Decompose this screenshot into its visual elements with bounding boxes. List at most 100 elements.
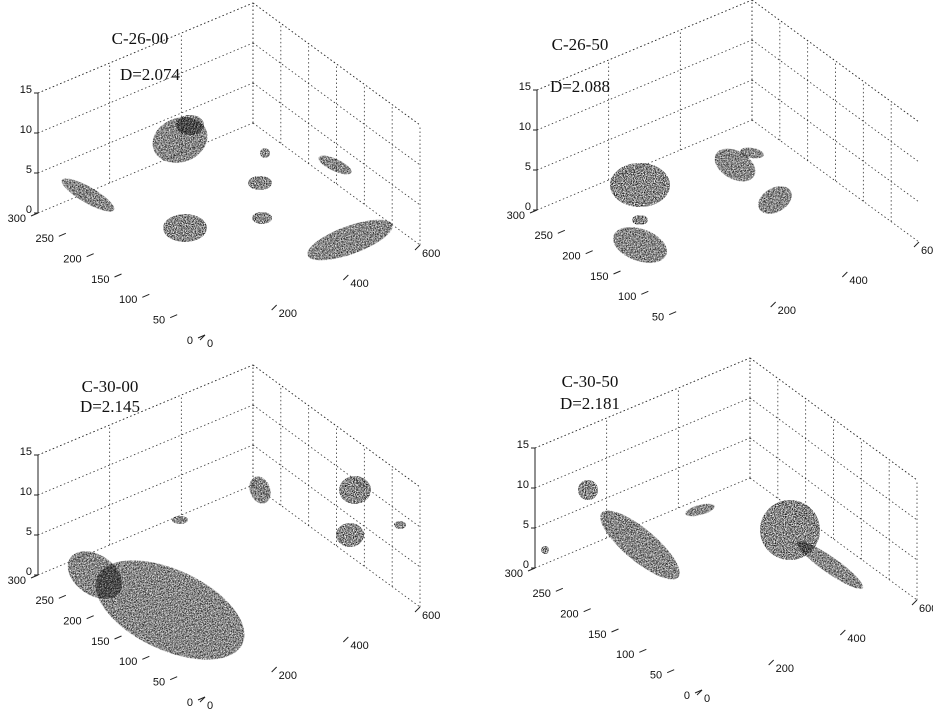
y-tick-label: 300 xyxy=(507,210,525,222)
panel-subtitle: D=2.181 xyxy=(560,394,620,413)
surface-patch xyxy=(67,551,123,599)
x-tick xyxy=(770,301,777,308)
z-tick-label: 5 xyxy=(525,161,531,173)
y-tick-label: 150 xyxy=(588,629,606,641)
panel: 0510150501001502002503000200400600C-30-0… xyxy=(8,364,440,712)
grid-line xyxy=(536,39,753,131)
grid-line xyxy=(252,42,421,166)
x-tick xyxy=(199,696,206,703)
y-tick-label: 0 xyxy=(684,690,690,702)
x-tick xyxy=(271,304,278,311)
surface-patch xyxy=(714,148,756,182)
grid-line xyxy=(534,437,751,529)
x-tick-label: 0 xyxy=(704,693,710,705)
x-tick xyxy=(768,659,775,666)
grid-line xyxy=(37,364,254,456)
y-tick-label: 0 xyxy=(187,335,193,347)
y-tick-label: 200 xyxy=(562,251,580,263)
y-tick xyxy=(585,250,593,255)
y-tick xyxy=(142,293,150,298)
y-tick xyxy=(86,253,94,258)
y-tick xyxy=(114,273,122,278)
grid-line xyxy=(37,444,254,536)
y-tick-label: 250 xyxy=(35,233,53,245)
grid-line xyxy=(37,42,254,134)
y-tick xyxy=(557,229,566,234)
x-tick xyxy=(841,271,848,278)
grid-line xyxy=(749,477,918,601)
y-tick xyxy=(86,615,94,620)
grid-line xyxy=(252,82,421,206)
panel-subtitle: D=2.088 xyxy=(550,77,610,96)
y-tick-label: 250 xyxy=(532,588,550,600)
y-tick-label: 300 xyxy=(505,568,523,580)
surface-patch xyxy=(307,219,393,261)
y-tick xyxy=(114,635,122,640)
x-tick-label: 0 xyxy=(207,338,213,350)
grid-line xyxy=(751,119,920,243)
y-tick-label: 100 xyxy=(616,649,634,661)
panel-title: C-26-50 xyxy=(552,35,609,54)
x-tick-label: 400 xyxy=(847,633,865,645)
y-tick-label: 0 xyxy=(187,697,193,709)
y-tick-label: 250 xyxy=(534,230,552,242)
grid-line xyxy=(252,444,421,568)
z-tick-label: 15 xyxy=(519,81,531,93)
z-tick-label: 5 xyxy=(523,519,529,531)
z-tick-label: 15 xyxy=(517,439,529,451)
x-tick-label: 600 xyxy=(921,245,933,257)
y-tick-label: 300 xyxy=(8,213,26,225)
grid-line xyxy=(252,404,421,528)
panel: 0510150501001502002503000200400600C-30-5… xyxy=(505,357,933,705)
y-tick xyxy=(30,574,39,579)
z-tick-label: 0 xyxy=(26,204,32,216)
grid-line xyxy=(536,0,753,91)
z-tick-label: 0 xyxy=(525,201,531,213)
y-tick-label: 200 xyxy=(63,254,81,266)
x-tick xyxy=(414,244,421,251)
surface-patch xyxy=(336,523,364,547)
y-tick xyxy=(169,676,178,681)
grid-line xyxy=(534,357,751,449)
surface-patch xyxy=(394,521,406,529)
surface-patch xyxy=(172,516,188,524)
y-tick-label: 100 xyxy=(119,656,137,668)
y-tick-label: 150 xyxy=(590,271,608,283)
surface-patch xyxy=(578,480,598,500)
y-tick xyxy=(142,655,150,660)
y-tick xyxy=(58,594,67,599)
x-tick-label: 200 xyxy=(279,670,297,682)
z-tick-label: 10 xyxy=(517,479,529,491)
y-tick xyxy=(611,628,619,633)
y-tick-label: 50 xyxy=(153,677,165,689)
y-tick-label: 150 xyxy=(91,636,109,648)
grid-line xyxy=(751,79,920,203)
y-tick xyxy=(58,232,67,237)
grid-line xyxy=(37,404,254,496)
surface-patch xyxy=(632,215,648,225)
x-tick xyxy=(414,606,421,613)
x-tick-label: 400 xyxy=(350,640,368,652)
x-tick-label: 600 xyxy=(422,610,440,622)
grid-line xyxy=(252,484,421,608)
surface-patch xyxy=(252,212,272,224)
x-tick xyxy=(839,629,846,636)
z-tick-label: 10 xyxy=(519,121,531,133)
y-tick xyxy=(641,290,649,295)
panel-title: C-26-00 xyxy=(112,29,169,48)
panel-title: C-30-50 xyxy=(562,372,619,391)
grid-line xyxy=(534,397,751,489)
y-tick-label: 250 xyxy=(35,595,53,607)
grid-line xyxy=(37,82,254,174)
z-tick-label: 15 xyxy=(20,446,32,458)
z-tick-label: 15 xyxy=(20,84,32,96)
y-tick-label: 200 xyxy=(560,609,578,621)
surface-patch xyxy=(249,476,271,504)
y-tick xyxy=(666,669,675,674)
x-tick-label: 400 xyxy=(849,275,867,287)
panel-subtitle: D=2.074 xyxy=(120,65,181,84)
z-tick-label: 10 xyxy=(20,486,32,498)
x-tick xyxy=(342,274,349,281)
surface-patch xyxy=(95,560,245,660)
grid-line xyxy=(37,484,254,576)
